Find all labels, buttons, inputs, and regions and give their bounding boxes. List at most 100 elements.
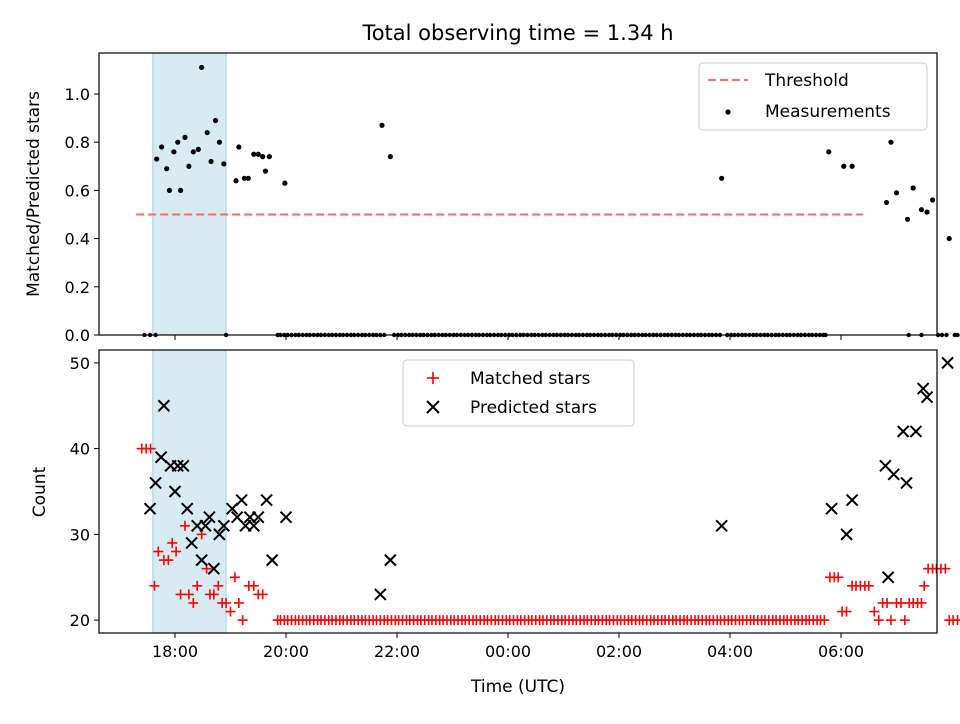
measurement-point xyxy=(905,216,911,222)
predicted-point xyxy=(195,553,208,567)
matched-point xyxy=(869,606,880,617)
matched-point xyxy=(183,589,194,600)
predicted-point xyxy=(247,519,261,533)
matched-point xyxy=(192,580,203,591)
measurement-point xyxy=(236,144,242,150)
matched-point xyxy=(257,589,268,600)
count-legend: Matched stars Predicted stars xyxy=(402,359,635,427)
matched-point xyxy=(940,563,951,574)
matched-point xyxy=(153,546,164,557)
matched-point xyxy=(145,443,156,454)
matched-point xyxy=(221,597,232,608)
count-legend-box xyxy=(402,359,635,427)
measurement-point-zero xyxy=(944,332,949,338)
measurement-point xyxy=(171,149,177,155)
measurement-point xyxy=(186,163,192,169)
matched-point xyxy=(163,555,174,566)
measurement-point xyxy=(282,180,288,186)
ratio-legend-box xyxy=(698,62,928,131)
count-y-axis-label: Count xyxy=(30,466,50,517)
measurement-point xyxy=(208,158,214,165)
matched-point xyxy=(885,615,896,626)
matched-point xyxy=(188,597,199,608)
measurement-point xyxy=(159,144,165,150)
measurement-point xyxy=(233,178,239,184)
matched-point xyxy=(149,580,160,591)
measurement-point xyxy=(166,187,173,193)
ratio-legend: Threshold Measurements xyxy=(698,62,928,131)
predicted-point xyxy=(185,536,198,550)
measurement-point xyxy=(918,207,925,213)
matched-point xyxy=(819,615,830,626)
predicted-point xyxy=(845,493,859,507)
predicted-point xyxy=(715,519,728,533)
y-tick-label: 40 xyxy=(70,440,90,459)
ratio-y-axis-label: Matched/Predicted stars xyxy=(24,91,44,297)
legend-measurements-swatch xyxy=(725,109,731,115)
predicted-point xyxy=(149,476,162,490)
matched-point xyxy=(841,606,852,617)
legend-predicted-swatch xyxy=(426,400,440,414)
predicted-point xyxy=(279,511,293,524)
predicted-point xyxy=(900,476,913,490)
measurement-point xyxy=(190,149,196,155)
measurement-point xyxy=(910,185,916,191)
predicted-point xyxy=(384,553,397,567)
matched-point xyxy=(229,572,240,583)
predicted-point xyxy=(143,502,157,515)
count-marks xyxy=(136,356,960,626)
predicted-point xyxy=(157,399,171,412)
matched-point xyxy=(171,546,182,557)
x-tick-label: 00:00 xyxy=(485,642,531,661)
measurement-point xyxy=(221,161,227,167)
measurement-point xyxy=(216,139,222,145)
measurement-point xyxy=(164,166,170,172)
predicted-point xyxy=(199,519,212,533)
x-tick-label: 04:00 xyxy=(707,642,753,661)
predicted-point xyxy=(265,553,279,567)
legend-predicted-label: Predicted stars xyxy=(470,398,597,418)
legend-matched-label: Matched stars xyxy=(470,369,590,389)
count-plot-frame xyxy=(98,349,938,634)
matched-point xyxy=(863,580,874,591)
predicted-point xyxy=(177,459,190,472)
ratio-plot-frame xyxy=(98,52,938,336)
predicted-point xyxy=(181,502,194,515)
matched-point xyxy=(225,606,236,617)
matched-point xyxy=(233,597,244,608)
measurement-point xyxy=(262,168,269,174)
measurement-point xyxy=(883,199,890,206)
measurement-point xyxy=(888,139,894,145)
measurement-point-zero xyxy=(939,332,945,338)
measurement-point xyxy=(177,187,184,193)
measurement-point xyxy=(260,154,266,160)
matched-point xyxy=(882,597,893,608)
y-tick-label: 30 xyxy=(70,525,90,544)
measurement-point xyxy=(255,151,261,157)
measurement-point xyxy=(826,149,832,155)
measurement-point xyxy=(175,139,181,145)
measurement-point xyxy=(841,163,847,169)
y-tick-label: 0.2 xyxy=(65,278,90,297)
measurement-point xyxy=(946,235,952,242)
predicted-point xyxy=(825,502,838,515)
matched-point xyxy=(916,597,927,608)
measurement-point-zero xyxy=(955,332,960,338)
predicted-point xyxy=(260,493,273,507)
predicted-point xyxy=(881,571,895,584)
matched-point xyxy=(237,615,248,626)
predicted-point xyxy=(920,390,934,404)
predicted-point xyxy=(168,485,182,498)
predicted-point xyxy=(916,382,930,395)
x-axis-label: Time (UTC) xyxy=(470,677,565,697)
measurement-point xyxy=(251,151,257,157)
measurement-point xyxy=(266,154,272,160)
predicted-point xyxy=(252,511,265,524)
x-tick-label: 22:00 xyxy=(374,642,420,661)
y-tick-label: 1.0 xyxy=(65,85,90,104)
matched-point xyxy=(919,580,930,591)
y-tick-label: 20 xyxy=(70,611,90,630)
count-panel: 20 30 40 50 18:00 20:00 22:00 00:00 02:00 04:00 06… xyxy=(30,349,960,697)
matched-point xyxy=(248,580,259,591)
